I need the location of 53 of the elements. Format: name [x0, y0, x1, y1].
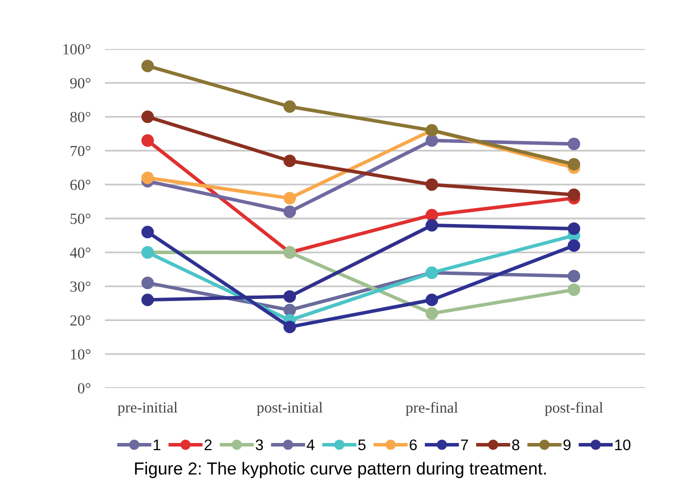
- legend-label: 8: [512, 439, 520, 450]
- legend-label: 1: [154, 440, 160, 450]
- x-tick-label: pre-final: [406, 402, 458, 416]
- point: [283, 192, 296, 204]
- y-tick-label: 100°: [63, 44, 90, 54]
- legend-label: 6: [410, 439, 417, 450]
- point: [568, 138, 580, 150]
- legend-label: 9: [563, 439, 571, 450]
- point: [568, 239, 580, 252]
- y-tick-label: 40°: [70, 248, 90, 258]
- point: [426, 294, 438, 306]
- x-tick-label: post-final: [544, 402, 603, 416]
- point: [283, 154, 296, 168]
- legend-label: 2: [204, 439, 212, 450]
- point: [568, 158, 580, 171]
- point: [283, 100, 296, 113]
- point: [141, 134, 154, 147]
- point: [141, 294, 154, 306]
- point: [568, 270, 580, 282]
- point: [568, 222, 580, 235]
- caption: Figure 2: The kyphotic curve pattern during treatment.: [135, 462, 546, 478]
- y-tick-label: 10°: [71, 349, 90, 360]
- legend-label: 10: [615, 439, 630, 450]
- point: [141, 60, 154, 72]
- x-tick-label: post-initial: [256, 402, 323, 416]
- point: [426, 178, 438, 191]
- point: [426, 208, 438, 222]
- point: [283, 205, 296, 218]
- point: [426, 134, 438, 147]
- legend-label: 7: [461, 440, 468, 450]
- y-tick-label: 50°: [70, 214, 90, 224]
- point: [141, 276, 154, 290]
- point: [141, 172, 154, 184]
- y-tick-label: 80°: [70, 112, 90, 122]
- point: [283, 304, 296, 316]
- point: [141, 226, 154, 238]
- point: [283, 320, 296, 334]
- point: [283, 290, 296, 303]
- legend-label: 5: [358, 440, 366, 450]
- point: [426, 307, 438, 320]
- y-tick-label: 70°: [70, 146, 90, 156]
- y-tick-label: 20°: [70, 315, 90, 326]
- x-tick-label: pre-initial: [118, 402, 178, 416]
- point: [141, 110, 154, 124]
- y-tick-label: 30°: [70, 281, 90, 292]
- point: [568, 188, 580, 202]
- y-tick-label: 60°: [70, 180, 90, 190]
- legend-label: 4: [306, 440, 314, 450]
- legend-label: 3: [256, 439, 263, 450]
- point: [568, 283, 580, 296]
- y-tick-label: 0°: [78, 383, 90, 394]
- y-tick-label: 90°: [70, 78, 90, 88]
- point: [426, 219, 438, 232]
